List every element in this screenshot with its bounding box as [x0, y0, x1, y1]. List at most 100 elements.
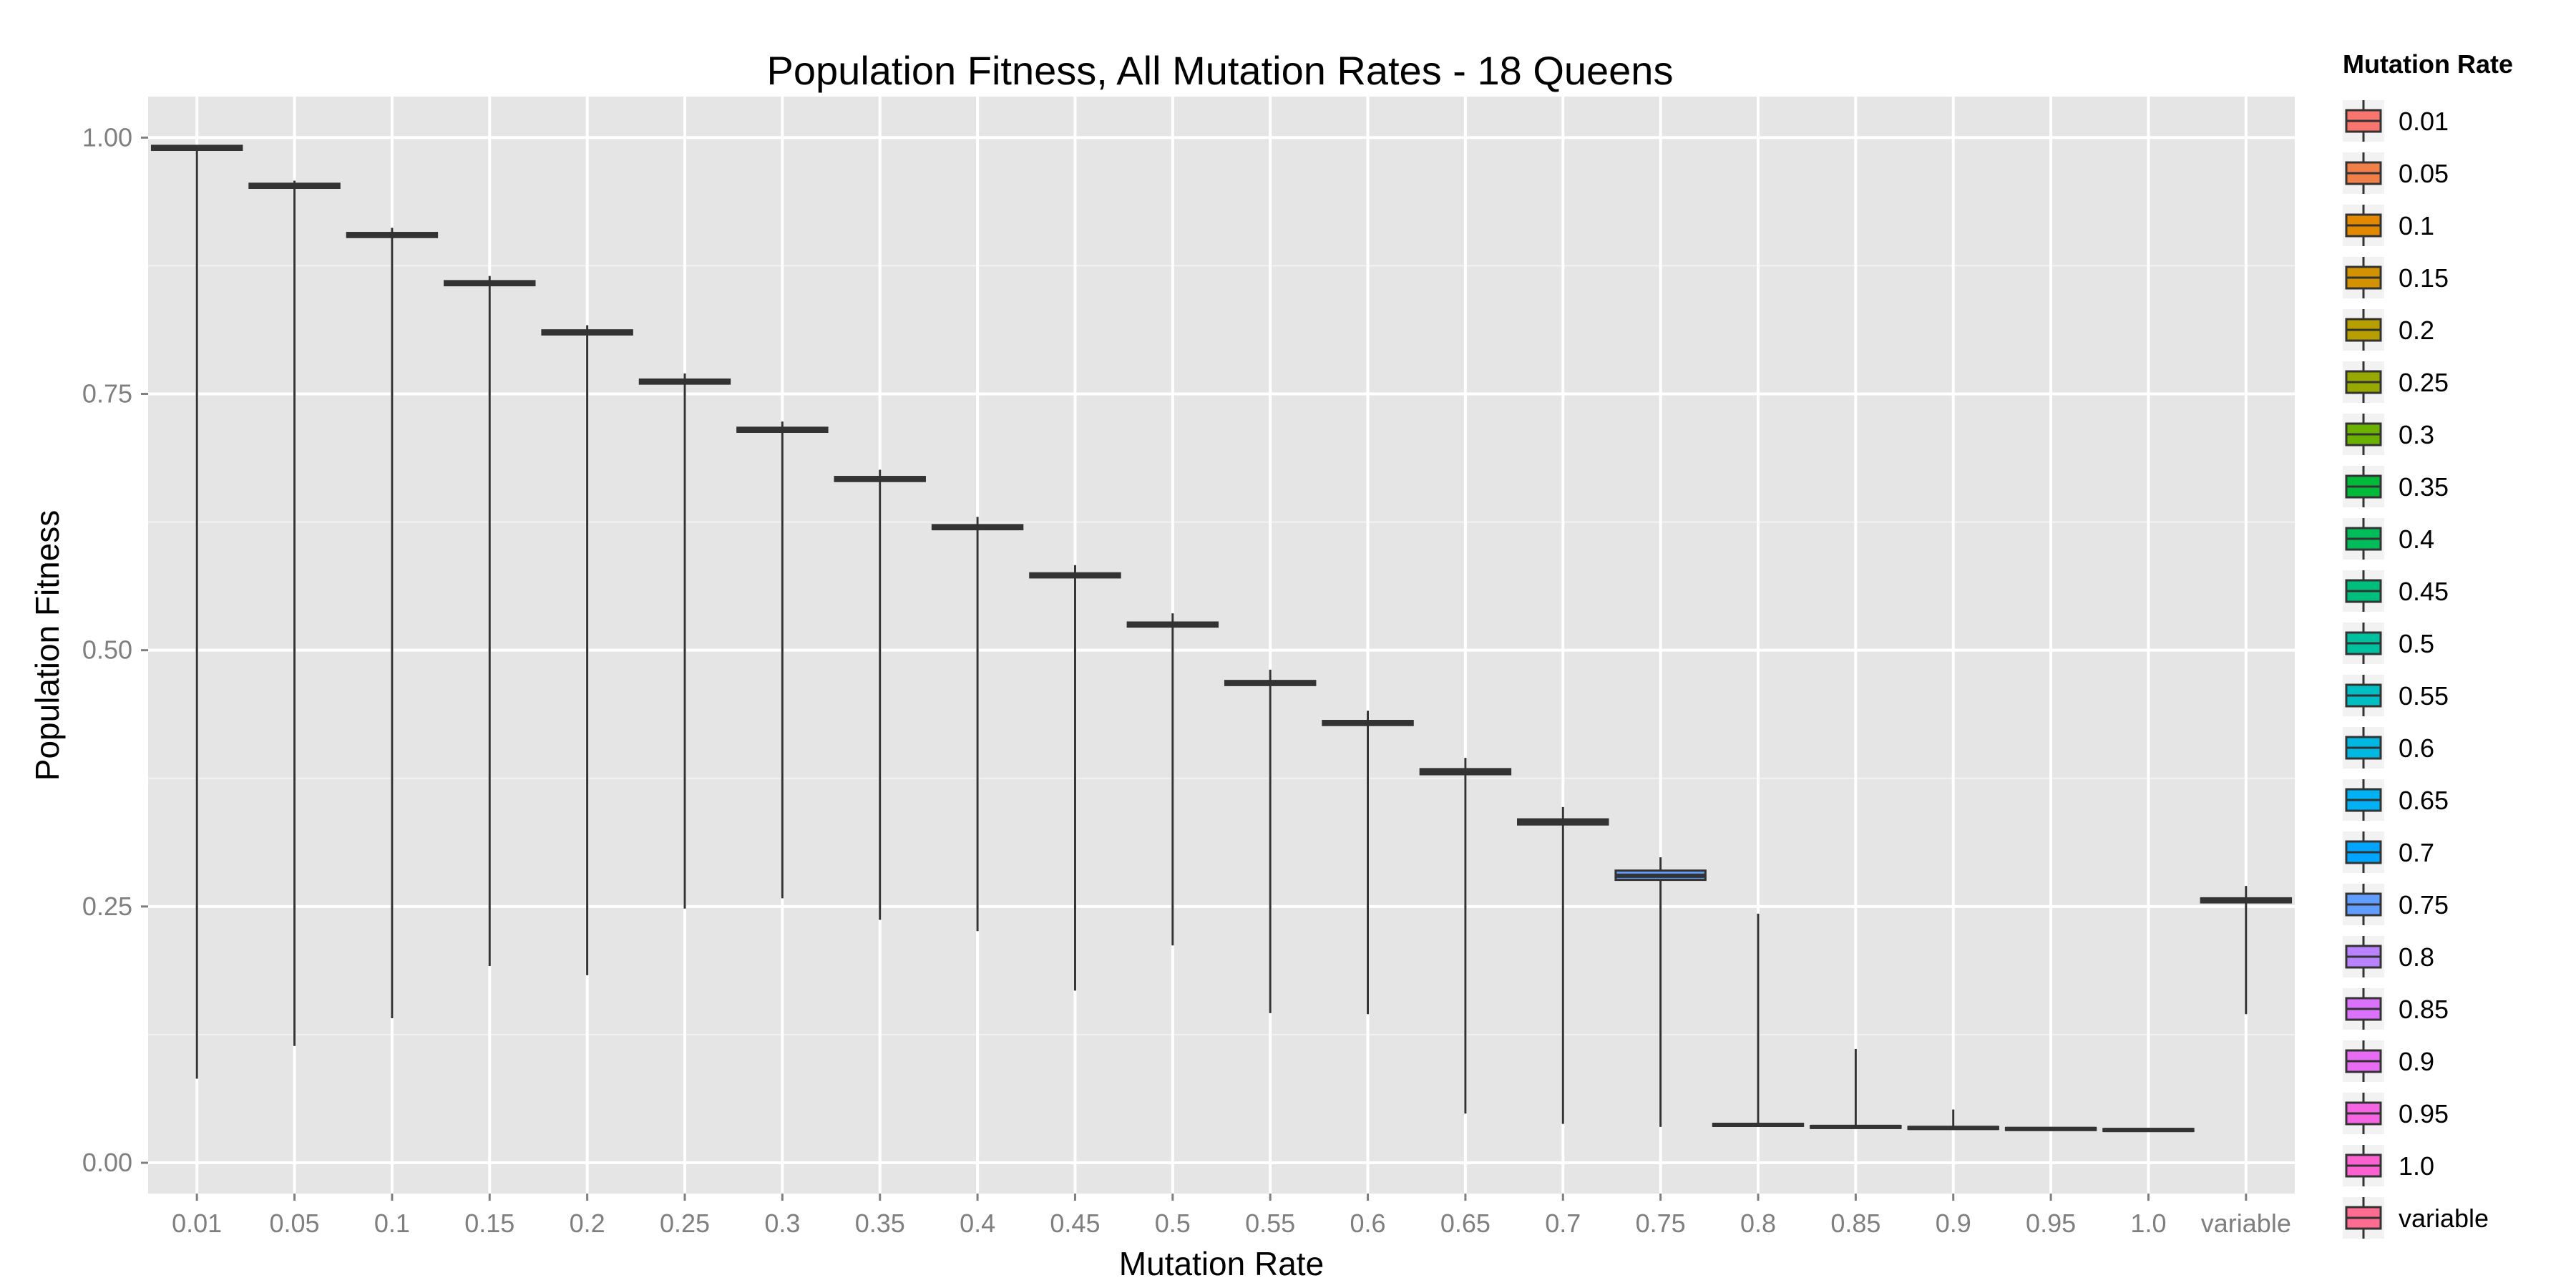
x-tick-label: 0.9: [1936, 1209, 1971, 1238]
legend-item-0.3: 0.3: [2343, 414, 2434, 455]
y-axis: 0.00 0.25 0.50 0.75 1.00: [82, 122, 148, 1177]
y-tick-label: 0.00: [82, 1148, 132, 1177]
legend-item-0.1: 0.1: [2343, 205, 2434, 246]
box-0.65: [1419, 758, 1512, 1114]
legend-item-variable: variable: [2343, 1197, 2489, 1239]
legend-label: 1.0: [2399, 1151, 2434, 1181]
box-1.0: [2102, 1128, 2195, 1133]
y-tick-label: 0.75: [82, 379, 132, 408]
chart-title: Population Fitness, All Mutation Rates -…: [767, 48, 1674, 93]
box-0.85: [1810, 1048, 1902, 1129]
box-0.15: [444, 275, 536, 966]
legend-item-0.95: 0.95: [2343, 1093, 2449, 1134]
legend-item-0.65: 0.65: [2343, 779, 2449, 821]
box-0.55: [1224, 669, 1317, 1013]
x-tick-label: 0.55: [1245, 1209, 1295, 1238]
x-axis: 0.01 0.05 0.1 0.15 0.2 0.25 0.3 0.35 0.4 0.45 0.5 0…: [172, 1194, 2291, 1238]
box-0.9: [1907, 1109, 1999, 1131]
box-variable: [2200, 886, 2293, 1015]
x-tick-label: 0.8: [1740, 1209, 1776, 1238]
legend-label: 0.85: [2399, 995, 2449, 1024]
legend-label: 0.75: [2399, 890, 2449, 919]
legend-label: 0.2: [2399, 316, 2434, 345]
x-tick-label: 0.3: [764, 1209, 800, 1238]
box-0.25: [638, 373, 731, 909]
box-0.95: [2004, 1126, 2097, 1131]
box-0.35: [834, 469, 926, 920]
legend-label: 0.9: [2399, 1047, 2434, 1076]
legend-item-0.9: 0.9: [2343, 1040, 2434, 1082]
box-0.45: [1029, 565, 1121, 991]
box-0.01: [150, 145, 243, 1079]
x-tick-label: 0.65: [1440, 1209, 1491, 1238]
legend-item-0.35: 0.35: [2343, 466, 2449, 507]
y-tick-label: 0.50: [82, 635, 132, 665]
x-tick-label: 0.4: [960, 1209, 995, 1238]
x-axis-title: Mutation Rate: [1119, 1245, 1324, 1282]
box-0.4: [931, 517, 1024, 932]
legend-item-0.75: 0.75: [2343, 884, 2449, 925]
legend-label: 0.45: [2399, 577, 2449, 606]
legend-item-0.55: 0.55: [2343, 675, 2449, 716]
legend-item-1.0: 1.0: [2343, 1145, 2434, 1186]
legend-item-0.7: 0.7: [2343, 831, 2434, 873]
box-0.75: [1614, 857, 1707, 1127]
legend-item-0.6: 0.6: [2343, 727, 2434, 769]
x-tick-label: 0.95: [2026, 1209, 2076, 1238]
box-0.1: [346, 228, 439, 1019]
legend: Mutation Rate 0.01 0.05 0.1 0.15 0.2 0.25 0.3 0…: [2343, 49, 2513, 1239]
legend-label: 0.05: [2399, 159, 2449, 188]
legend-item-0.45: 0.45: [2343, 570, 2449, 612]
legend-label: 0.1: [2399, 211, 2434, 240]
legend-label: 0.3: [2399, 420, 2434, 449]
legend-label: 0.55: [2399, 681, 2449, 711]
y-tick-label: 0.25: [82, 892, 132, 921]
legend-label: 0.35: [2399, 472, 2449, 502]
x-tick-label: 0.25: [660, 1209, 710, 1238]
legend-label: 0.5: [2399, 629, 2434, 658]
legend-title: Mutation Rate: [2343, 49, 2513, 79]
x-tick-label: 0.35: [855, 1209, 905, 1238]
y-tick-label: 1.00: [82, 122, 132, 152]
x-tick-label: 0.05: [270, 1209, 320, 1238]
legend-label: 0.8: [2399, 942, 2434, 972]
legend-item-0.25: 0.25: [2343, 361, 2449, 403]
x-tick-label: 0.15: [464, 1209, 514, 1238]
legend-label: 0.4: [2399, 525, 2434, 554]
x-tick-label: 1.0: [2130, 1209, 2166, 1238]
x-tick-label: 0.2: [570, 1209, 605, 1238]
legend-label: 0.01: [2399, 107, 2449, 136]
box-0.5: [1126, 613, 1219, 946]
legend-label: 0.95: [2399, 1099, 2449, 1128]
x-tick-label: 0.45: [1050, 1209, 1100, 1238]
x-tick-label: 0.85: [1830, 1209, 1880, 1238]
legend-label: variable: [2399, 1204, 2489, 1233]
legend-label: 0.6: [2399, 733, 2434, 763]
legend-label: 0.7: [2399, 838, 2434, 867]
x-tick-label: 0.75: [1636, 1209, 1686, 1238]
x-tick-label: 0.01: [172, 1209, 222, 1238]
x-tick-label: 0.1: [374, 1209, 410, 1238]
box-0.8: [1712, 913, 1805, 1128]
x-tick-label: 0.7: [1545, 1209, 1581, 1238]
boxes-layer: [150, 145, 2293, 1133]
legend-item-0.5: 0.5: [2343, 623, 2434, 664]
x-tick-label: 0.6: [1350, 1209, 1386, 1238]
y-axis-title: Population Fitness: [29, 510, 66, 781]
legend-item-0.05: 0.05: [2343, 152, 2449, 194]
box-0.7: [1517, 806, 1609, 1124]
plot-panel: [148, 97, 2295, 1194]
box-0.6: [1322, 711, 1414, 1015]
legend-item-0.01: 0.01: [2343, 100, 2449, 142]
box-0.2: [541, 325, 633, 975]
x-tick-label: variable: [2201, 1209, 2291, 1238]
legend-item-0.8: 0.8: [2343, 936, 2434, 977]
legend-item-0.4: 0.4: [2343, 518, 2434, 560]
legend-item-0.2: 0.2: [2343, 309, 2434, 351]
box-0.3: [736, 421, 829, 899]
x-tick-label: 0.5: [1155, 1209, 1191, 1238]
box-0.05: [248, 180, 341, 1046]
legend-label: 0.65: [2399, 786, 2449, 815]
legend-item-0.15: 0.15: [2343, 257, 2449, 298]
